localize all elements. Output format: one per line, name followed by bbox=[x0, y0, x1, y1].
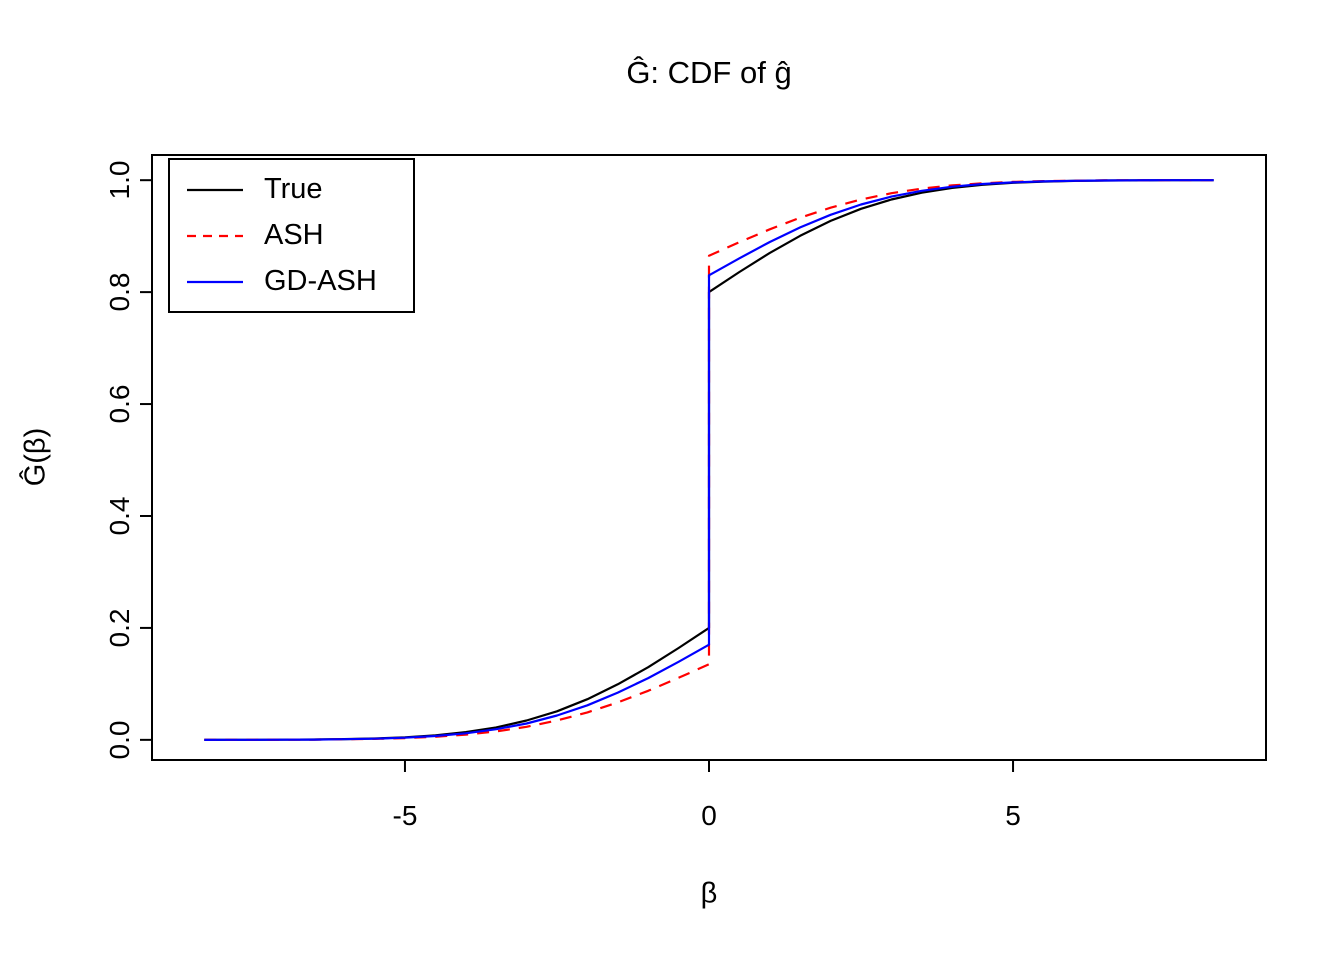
legend-item-gd-ash: GD-ASH bbox=[186, 265, 413, 298]
y-tick-label: 1.0 bbox=[104, 160, 135, 200]
x-tick-label: -5 bbox=[392, 800, 418, 831]
y-tick-label: 0.2 bbox=[104, 608, 135, 648]
y-tick-label: 0.0 bbox=[104, 720, 135, 760]
legend-label-true: True bbox=[264, 173, 323, 205]
x-tick-label: 0 bbox=[701, 800, 717, 831]
legend-label-ash: ASH bbox=[264, 219, 324, 251]
y-tick-label: 0.6 bbox=[104, 384, 135, 424]
x-tick-label: 5 bbox=[1005, 800, 1021, 831]
legend-item-true: True bbox=[186, 173, 413, 206]
y-tick-label: 0.4 bbox=[104, 496, 135, 536]
legend-line-ash bbox=[187, 234, 243, 237]
legend-line-gd-ash bbox=[187, 280, 243, 283]
chart-title: Ĝ: CDF of ĝ bbox=[626, 55, 792, 90]
legend-line-true bbox=[187, 188, 243, 191]
legend-label-gd-ash: GD-ASH bbox=[264, 265, 377, 297]
legend: True ASH GD-ASH bbox=[168, 158, 415, 313]
y-tick-label: 0.8 bbox=[104, 272, 135, 312]
x-axis-label: β bbox=[700, 877, 718, 910]
legend-item-ash: ASH bbox=[186, 219, 413, 252]
series-line-gd-ash bbox=[204, 179, 1214, 742]
